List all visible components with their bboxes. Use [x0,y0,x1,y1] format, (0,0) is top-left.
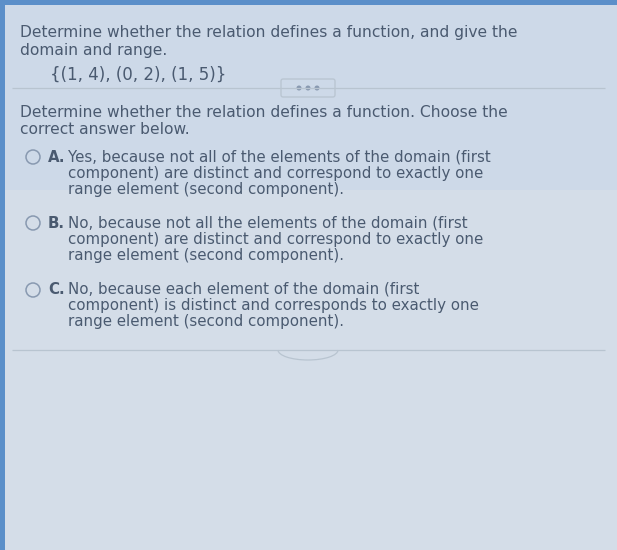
Text: {(1, 4), (0, 2), (1, 5)}: {(1, 4), (0, 2), (1, 5)} [50,66,226,84]
Text: No, because each element of the domain (first: No, because each element of the domain (… [68,282,420,297]
Text: Determine whether the relation defines a function, and give the: Determine whether the relation defines a… [20,25,518,40]
Text: Yes, because not all of the elements of the domain (first: Yes, because not all of the elements of … [68,150,491,165]
Text: component) are distinct and correspond to exactly one: component) are distinct and correspond t… [68,166,483,181]
Text: C.: C. [48,282,65,297]
Circle shape [297,86,301,90]
Text: component) are distinct and correspond to exactly one: component) are distinct and correspond t… [68,232,483,247]
Text: range element (second component).: range element (second component). [68,248,344,263]
Text: Determine whether the relation defines a function. Choose the: Determine whether the relation defines a… [20,105,508,120]
Text: B.: B. [48,216,65,231]
Text: domain and range.: domain and range. [20,43,167,58]
Circle shape [306,86,310,90]
Bar [0,0,617,5]
Text: range element (second component).: range element (second component). [68,314,344,329]
Bar [0,0,5,550]
Bar [0,190,617,550]
Bar [0,0,617,190]
Text: No, because not all the elements of the domain (first: No, because not all the elements of the … [68,216,468,231]
Circle shape [315,86,319,90]
Text: A.: A. [48,150,65,165]
Text: correct answer below.: correct answer below. [20,122,189,137]
Text: range element (second component).: range element (second component). [68,182,344,197]
Text: component) is distinct and corresponds to exactly one: component) is distinct and corresponds t… [68,298,479,313]
FancyBboxPatch shape [281,79,335,97]
